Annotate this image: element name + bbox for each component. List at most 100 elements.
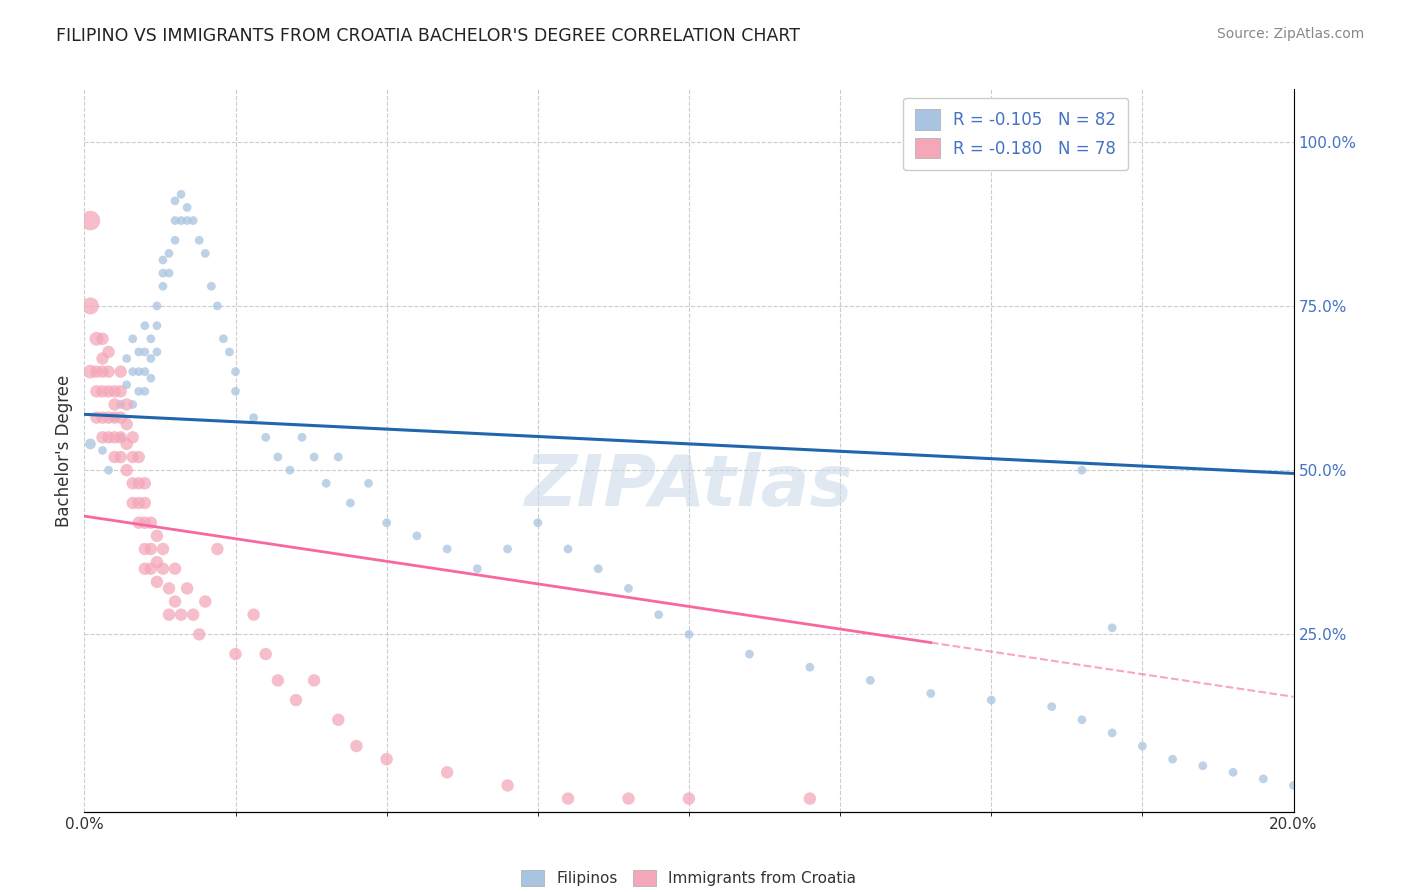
Point <box>139 351 162 366</box>
Point <box>110 384 132 399</box>
Point <box>617 582 640 596</box>
Point <box>557 541 579 556</box>
Point <box>436 765 458 780</box>
Point <box>97 345 120 359</box>
Point <box>121 332 143 346</box>
Point <box>79 213 101 227</box>
Point <box>617 791 640 805</box>
Point <box>128 384 150 399</box>
Point <box>920 686 942 700</box>
Point <box>328 713 350 727</box>
Point <box>104 384 127 399</box>
Point <box>648 607 671 622</box>
Point <box>128 365 150 379</box>
Point <box>207 541 229 556</box>
Point <box>799 791 821 805</box>
Point <box>467 562 489 576</box>
Point <box>146 318 169 333</box>
Point <box>134 365 156 379</box>
Point <box>139 541 162 556</box>
Point <box>146 529 169 543</box>
Point <box>134 476 156 491</box>
Point <box>91 384 114 399</box>
Point <box>97 463 120 477</box>
Point <box>139 516 162 530</box>
Point <box>146 574 169 589</box>
Point <box>207 299 229 313</box>
Point <box>200 279 222 293</box>
Point <box>170 187 193 202</box>
Point <box>104 450 127 464</box>
Point <box>91 410 114 425</box>
Point <box>267 450 290 464</box>
Point <box>302 450 325 464</box>
Point <box>128 496 150 510</box>
Point <box>139 332 162 346</box>
Point <box>115 417 138 432</box>
Point <box>302 673 325 688</box>
Point <box>225 365 247 379</box>
Point <box>104 430 127 444</box>
Point <box>110 430 132 444</box>
Point <box>157 607 180 622</box>
Point <box>859 673 882 688</box>
Point <box>267 673 290 688</box>
Point <box>152 252 174 267</box>
Point <box>152 541 174 556</box>
Point <box>218 345 240 359</box>
Point <box>115 463 138 477</box>
Point <box>254 430 277 444</box>
Point <box>139 371 162 385</box>
Point <box>104 397 127 411</box>
Point <box>97 430 120 444</box>
Text: ZIPAtlas: ZIPAtlas <box>524 452 853 521</box>
Point <box>285 693 308 707</box>
Point <box>91 443 114 458</box>
Point <box>110 410 132 425</box>
Point <box>242 410 264 425</box>
Point <box>86 365 108 379</box>
Point <box>799 660 821 674</box>
Point <box>121 430 143 444</box>
Point <box>97 365 120 379</box>
Point <box>254 647 277 661</box>
Text: FILIPINO VS IMMIGRANTS FROM CROATIA BACHELOR'S DEGREE CORRELATION CHART: FILIPINO VS IMMIGRANTS FROM CROATIA BACH… <box>56 27 800 45</box>
Point <box>110 450 132 464</box>
Point <box>152 279 174 293</box>
Point <box>115 351 138 366</box>
Point <box>375 752 398 766</box>
Point <box>194 246 217 260</box>
Point <box>678 791 700 805</box>
Point <box>527 516 550 530</box>
Point <box>97 410 120 425</box>
Point <box>165 233 187 247</box>
Point <box>152 562 174 576</box>
Point <box>496 541 519 556</box>
Point <box>110 397 132 411</box>
Point <box>315 476 337 491</box>
Point <box>738 647 761 661</box>
Point <box>188 233 211 247</box>
Point <box>146 345 169 359</box>
Point <box>588 562 610 576</box>
Point <box>188 627 211 641</box>
Point <box>291 430 314 444</box>
Point <box>134 384 156 399</box>
Point <box>176 582 198 596</box>
Point <box>1222 765 1244 780</box>
Point <box>134 345 156 359</box>
Point <box>496 779 519 793</box>
Point <box>146 555 169 569</box>
Legend: Filipinos, Immigrants from Croatia: Filipinos, Immigrants from Croatia <box>513 863 865 892</box>
Point <box>225 384 247 399</box>
Point <box>1282 779 1305 793</box>
Point <box>1071 713 1094 727</box>
Point <box>980 693 1002 707</box>
Point <box>110 365 132 379</box>
Point <box>170 213 193 227</box>
Point <box>128 516 150 530</box>
Point <box>1101 621 1123 635</box>
Point <box>375 516 398 530</box>
Point <box>165 213 187 227</box>
Point <box>86 410 108 425</box>
